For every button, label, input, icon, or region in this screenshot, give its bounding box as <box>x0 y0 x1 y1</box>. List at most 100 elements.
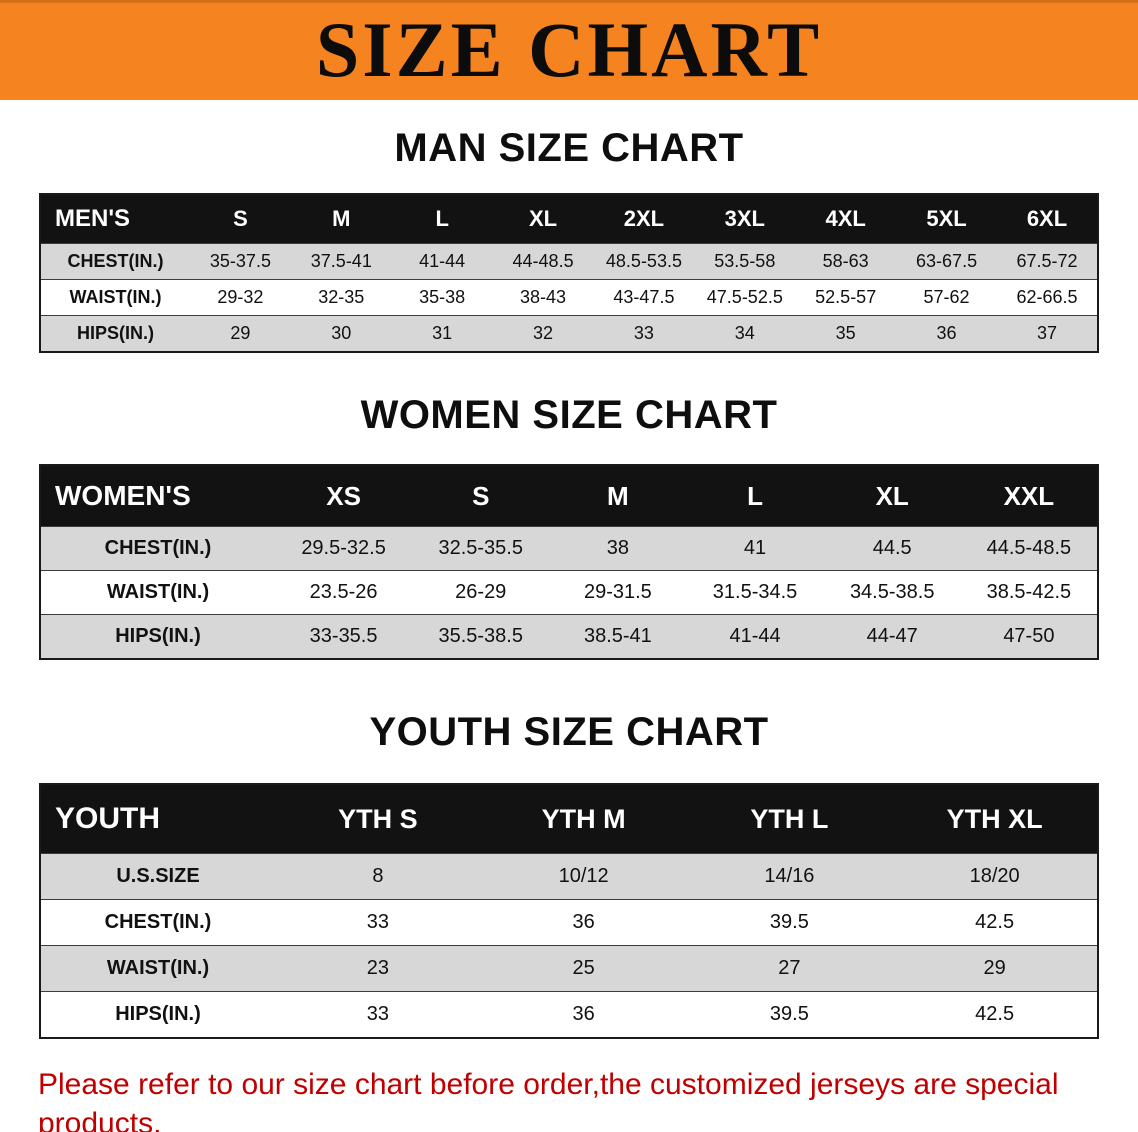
measurement-value: 27 <box>778 957 801 979</box>
size-column-header: XL <box>529 206 558 231</box>
size-column-header: XXL <box>1003 480 1055 511</box>
row-label: CHEST(IN.) <box>67 251 164 271</box>
measurement-row: CHEST(IN.) 29.5-32.5 32.5-35.5 38 41 44.5 44.5… <box>40 526 1098 571</box>
measurement-value: 29 <box>983 957 1006 979</box>
measurement-row: HIPS(IN.) 29 30 31 32 33 34 35 36 37 <box>40 315 1098 352</box>
measurement-value: 36 <box>936 323 957 343</box>
header-row: MEN'S S M L XL 2XL 3XL 4XL 5XL 6XL <box>40 194 1098 244</box>
men-size-table: MEN'S S M L XL 2XL 3XL 4XL 5XL 6XL CHEST(IN.) 35-37… <box>39 193 1099 353</box>
measurement-value: 52.5-57 <box>815 287 877 307</box>
size-column-header: S <box>472 480 490 511</box>
measurement-value: 44-48.5 <box>512 251 574 271</box>
measurement-row: U.S.SIZE 8 10/12 14/16 18/20 <box>40 853 1098 900</box>
measurement-value: 35 <box>835 323 856 343</box>
measurement-value: 32.5-35.5 <box>438 537 523 559</box>
measurement-value: 35-38 <box>419 287 466 307</box>
measurement-value: 42.5 <box>975 911 1015 933</box>
row-label: WAIST(IN.) <box>106 581 210 603</box>
measurement-value: 10/12 <box>558 865 609 887</box>
disclaimer: Please refer to our size chart before or… <box>0 1065 1138 1132</box>
size-column-header: M <box>607 480 629 511</box>
women-size-section: WOMEN SIZE CHART WOMEN'S XS S M L XL XXL CHEST(… <box>0 393 1138 660</box>
youth-size-section: YOUTH SIZE CHART YOUTH YTH S YTH M YTH L YTH… <box>0 710 1138 1039</box>
size-column-header: YTH XL <box>946 803 1043 834</box>
measurement-value: 31 <box>432 323 453 343</box>
page-title: SIZE CHART <box>315 6 823 93</box>
measurement-value: 29 <box>230 323 251 343</box>
measurement-value: 47.5-52.5 <box>706 287 783 307</box>
row-label: U.S.SIZE <box>116 865 200 887</box>
size-column-header: L <box>747 480 763 511</box>
row-label: WAIST(IN.) <box>106 957 210 979</box>
measurement-value: 44.5 <box>872 537 912 559</box>
measurement-value: 39.5 <box>769 911 809 933</box>
row-label: CHEST(IN.) <box>104 911 212 933</box>
measurement-value: 67.5-72 <box>1016 251 1078 271</box>
size-column-header: 6XL <box>1026 206 1068 231</box>
men-size-section: MAN SIZE CHART MEN'S S M L XL 2XL 3XL 4XL 5XL 6XL… <box>0 126 1138 353</box>
size-chart-banner: SIZE CHART <box>0 0 1138 100</box>
men-section-heading: MAN SIZE CHART <box>394 126 744 170</box>
measurement-value: 41 <box>743 537 767 559</box>
size-column-header: S <box>233 206 248 231</box>
measurement-value: 25 <box>572 957 595 979</box>
measurement-value: 38.5-41 <box>583 625 652 647</box>
measurement-row: HIPS(IN.) 33-35.5 35.5-38.5 38.5-41 41-44 44-… <box>40 614 1098 659</box>
table-title-cell: YOUTH <box>55 802 160 835</box>
measurement-value: 32 <box>533 323 554 343</box>
measurement-value: 29-32 <box>217 287 264 307</box>
table-title-cell: MEN'S <box>55 205 131 232</box>
measurement-value: 33 <box>366 1003 389 1025</box>
measurement-value: 63-67.5 <box>916 251 978 271</box>
measurement-value: 23.5-26 <box>309 581 378 603</box>
size-column-header: YTH S <box>338 803 418 834</box>
measurement-value: 39.5 <box>769 1003 809 1025</box>
measurement-value: 18/20 <box>969 865 1020 887</box>
measurement-value: 8 <box>372 865 384 887</box>
measurement-value: 38 <box>606 537 630 559</box>
measurement-value: 41-44 <box>729 625 781 647</box>
measurement-value: 53.5-58 <box>714 251 776 271</box>
measurement-value: 44.5-48.5 <box>986 537 1072 559</box>
measurement-value: 34 <box>734 323 755 343</box>
measurement-row: CHEST(IN.) 35-37.5 37.5-41 41-44 44-48.5 48.5… <box>40 243 1098 280</box>
size-column-header: YTH M <box>541 803 626 834</box>
measurement-row: WAIST(IN.) 29-32 32-35 35-38 38-43 43-47.5 47.… <box>40 279 1098 316</box>
row-label: WAIST(IN.) <box>69 287 162 307</box>
measurement-value: 36 <box>572 911 595 933</box>
measurement-value: 30 <box>331 323 352 343</box>
measurement-value: 26-29 <box>455 581 507 603</box>
women-size-table: WOMEN'S XS S M L XL XXL CHEST(IN.) 29.5-32.5 32.5… <box>39 464 1099 660</box>
header-row: WOMEN'S XS S M L XL XXL <box>40 465 1098 527</box>
size-column-header: 5XL <box>926 206 967 231</box>
youth-section-heading: YOUTH SIZE CHART <box>369 710 769 754</box>
measurement-row: WAIST(IN.) 23 25 27 29 <box>40 945 1098 992</box>
measurement-value: 36 <box>572 1003 595 1025</box>
measurement-value: 14/16 <box>764 865 815 887</box>
measurement-value: 38.5-42.5 <box>986 581 1072 603</box>
measurement-value: 37.5-41 <box>310 251 372 271</box>
measurement-value: 57-62 <box>923 287 970 307</box>
disclaimer-line-1: Please refer to our size chart before or… <box>38 1068 1059 1132</box>
measurement-value: 44-47 <box>866 625 918 647</box>
measurement-value: 23 <box>366 957 389 979</box>
measurement-value: 42.5 <box>975 1003 1015 1025</box>
measurement-row: HIPS(IN.) 33 36 39.5 42.5 <box>40 991 1098 1038</box>
measurement-value: 33-35.5 <box>309 625 378 647</box>
measurement-value: 29.5-32.5 <box>301 537 386 559</box>
measurement-value: 41-44 <box>419 251 466 271</box>
measurement-row: WAIST(IN.) 23.5-26 26-29 29-31.5 31.5-34.5 34… <box>40 570 1098 615</box>
measurement-value: 62-66.5 <box>1016 287 1078 307</box>
row-label: HIPS(IN.) <box>76 323 154 343</box>
measurement-value: 43-47.5 <box>613 287 675 307</box>
size-column-header: XS <box>326 480 361 511</box>
measurement-value: 37 <box>1036 323 1058 343</box>
measurement-value: 33 <box>366 911 389 933</box>
measurement-value: 48.5-53.5 <box>605 251 682 271</box>
measurement-value: 31.5-34.5 <box>712 581 798 603</box>
measurement-value: 32-35 <box>318 287 365 307</box>
row-label: HIPS(IN.) <box>115 625 201 647</box>
size-column-header: L <box>435 206 449 231</box>
size-column-header: 4XL <box>825 206 866 231</box>
